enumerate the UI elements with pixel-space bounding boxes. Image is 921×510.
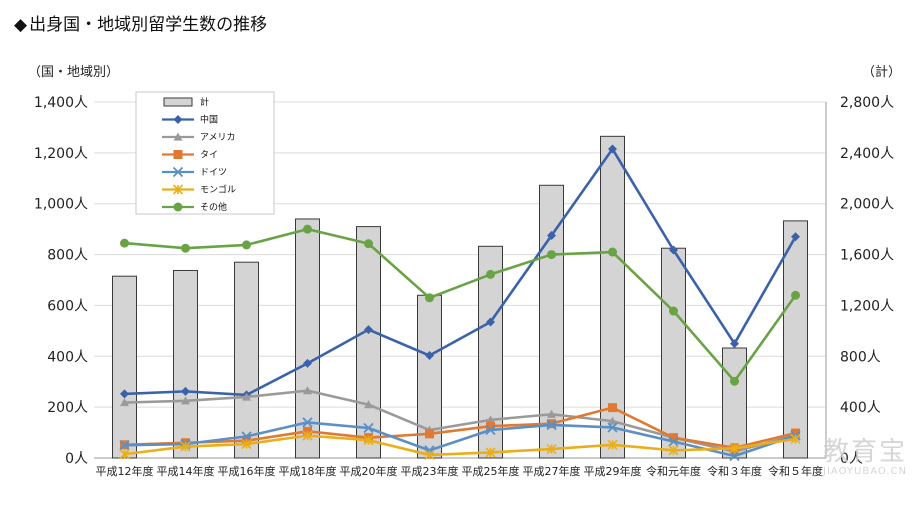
legend-label: アメリカ	[200, 132, 236, 143]
left-tick-label: 0人	[65, 451, 88, 467]
bar-total	[174, 270, 198, 458]
right-tick-label: 400人	[840, 400, 881, 416]
legend-label: 計	[200, 96, 209, 108]
right-tick-label: 2,000人	[840, 197, 894, 213]
x-axis-ticks: 平成12年度 平成14年度 平成16年度 平成18年度 平成20年度 平成23年度 平成25…	[96, 464, 824, 478]
left-tick-label: 600人	[47, 298, 88, 314]
legend-label: タイ	[200, 150, 218, 161]
point	[364, 239, 373, 248]
legend-label: その他	[200, 201, 227, 213]
left-tick-label: 800人	[47, 248, 88, 264]
bar-total	[113, 276, 137, 458]
point	[120, 239, 129, 248]
point	[181, 244, 190, 253]
x-tick-label: 平成27年度	[523, 464, 581, 478]
right-tick-label: 2,400人	[840, 146, 894, 162]
point	[547, 250, 556, 259]
x-tick-label: 平成18年度	[279, 464, 337, 478]
point	[242, 240, 251, 249]
point	[425, 429, 434, 438]
legend-label: ドイツ	[200, 168, 227, 178]
legend-label: モンゴル	[200, 184, 236, 196]
right-axis-ticks: 0人 400人 800人 1,200人 1,600人 2,000人 2,400人 2,800人	[840, 95, 894, 467]
x-tick-label: 令和３年度	[707, 464, 762, 478]
legend-swatch	[164, 98, 192, 106]
left-tick-label: 1,200人	[34, 146, 88, 162]
x-tick-label: 平成25年度	[462, 464, 520, 478]
bar-total	[662, 248, 686, 458]
watermark-sub: JIAOYUBAO.CN	[823, 466, 907, 477]
point	[174, 150, 183, 159]
point	[669, 307, 678, 316]
x-tick-label: 令和元年度	[646, 464, 701, 478]
watermark-text: 教育宝	[823, 438, 907, 466]
right-tick-label: 1,200人	[840, 298, 894, 314]
x-tick-label: 令和５年度	[768, 464, 823, 478]
point	[303, 225, 312, 234]
x-tick-label: 平成20年度	[340, 464, 398, 478]
x-tick-label: 平成16年度	[218, 464, 276, 478]
x-tick-label: 平成23年度	[401, 464, 459, 478]
bar-total	[235, 262, 259, 458]
x-tick-label: 平成29年度	[584, 464, 642, 478]
point	[174, 203, 183, 212]
right-tick-label: 800人	[840, 349, 881, 365]
point	[425, 293, 434, 302]
x-tick-label: 平成14年度	[157, 464, 215, 478]
left-tick-label: 400人	[47, 349, 88, 365]
watermark: 教育宝 JIAOYUBAO.CN	[823, 438, 907, 477]
right-axis-label: （計）	[862, 64, 901, 80]
series-モンゴル	[120, 431, 800, 459]
left-tick-label: 200人	[47, 400, 88, 416]
series-line	[125, 408, 796, 448]
right-tick-label: 1,600人	[840, 248, 894, 264]
left-axis-ticks: 0人 200人 400人 600人 800人 1,000人 1,200人 1,400人	[34, 95, 88, 467]
legend-label: 中国	[200, 114, 218, 126]
point	[791, 291, 800, 300]
point	[608, 403, 617, 412]
point	[608, 248, 617, 257]
point	[486, 270, 495, 279]
bar-total	[723, 348, 747, 458]
bar-total	[357, 227, 381, 458]
left-tick-label: 1,000人	[34, 197, 88, 213]
bar-total	[784, 221, 808, 458]
left-axis-label: （国・地域別）	[28, 65, 119, 80]
x-tick-label: 平成12年度	[96, 464, 154, 478]
right-tick-label: 2,800人	[840, 95, 894, 111]
left-tick-label: 1,400人	[34, 95, 88, 111]
point	[730, 377, 739, 386]
